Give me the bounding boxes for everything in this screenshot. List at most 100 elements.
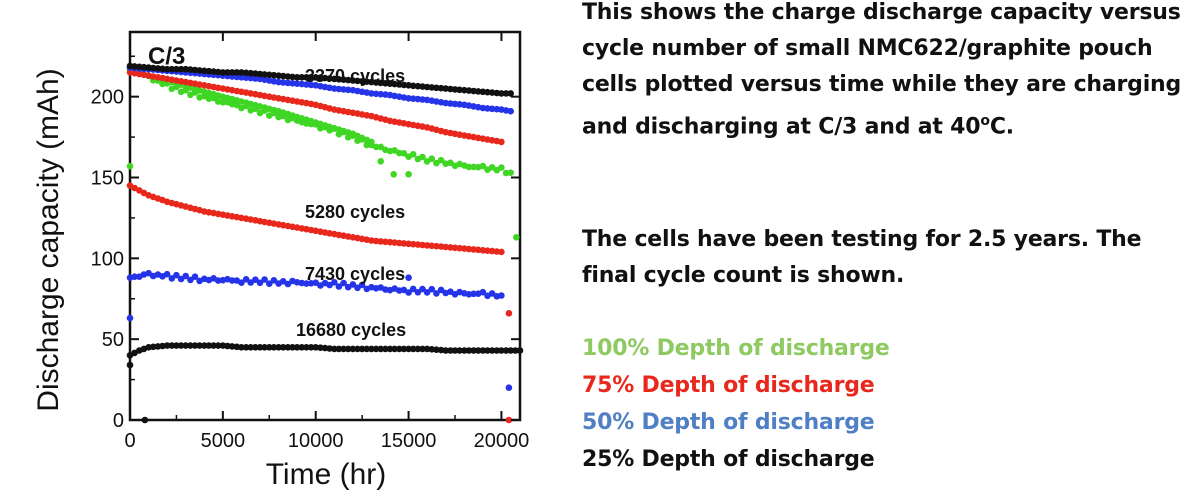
outlier-point [141, 416, 149, 424]
data-point [214, 342, 222, 349]
data-point [465, 347, 473, 354]
data-point [377, 345, 385, 353]
series-layer [126, 62, 524, 424]
outlier-point [377, 158, 385, 165]
cycles-label-50: 7430 cycles [305, 264, 405, 284]
plot-frame [128, 30, 522, 422]
data-point [256, 344, 264, 351]
data-point [456, 347, 463, 354]
data-point [340, 279, 347, 287]
y-tick-label: 50 [102, 329, 124, 351]
x-tick-label: 10000 [288, 430, 344, 452]
cycles-label-25: 16680 cycles [296, 320, 406, 340]
data-point [516, 347, 524, 354]
outlier-point [505, 416, 513, 424]
legend-50-dod: 50% Depth of discharge [582, 410, 875, 435]
series-6 [126, 269, 505, 300]
data-point [228, 69, 236, 76]
data-point [479, 347, 487, 354]
data-point [233, 69, 241, 76]
data-point [363, 345, 371, 353]
data-point [465, 163, 473, 171]
data-point [349, 345, 357, 353]
x-axis-title: Time (hr) [266, 458, 387, 491]
data-point [228, 277, 236, 284]
data-point [479, 288, 487, 296]
data-point [396, 345, 403, 353]
data-point [498, 164, 505, 171]
data-point [488, 347, 496, 354]
data-point [168, 342, 176, 349]
data-point [205, 342, 213, 349]
data-point [498, 90, 505, 97]
data-point [335, 283, 343, 290]
series-0 [126, 65, 514, 177]
outlier-point [405, 171, 412, 178]
data-point [224, 69, 231, 76]
data-point [372, 143, 380, 151]
data-point [386, 345, 394, 353]
data-point [219, 69, 227, 76]
data-point [409, 345, 417, 353]
data-point [177, 65, 185, 73]
data-point [279, 344, 287, 351]
data-point [405, 289, 412, 296]
data-point [507, 347, 514, 354]
data-point [163, 342, 171, 349]
y-tick-label: 150 [91, 168, 124, 190]
data-point [358, 345, 366, 353]
data-point [219, 99, 227, 106]
data-point [247, 344, 254, 351]
data-point [331, 345, 338, 353]
panel-label: C/3 [148, 43, 185, 70]
data-point [187, 342, 194, 349]
data-point [358, 281, 366, 289]
data-point [303, 280, 310, 287]
data-point [414, 289, 422, 296]
data-point [275, 344, 282, 351]
data-point [470, 290, 477, 298]
data-point [182, 342, 189, 349]
data-point [461, 347, 468, 354]
cycles-label-25-upper: 3370 cycles [305, 66, 405, 86]
data-point [196, 342, 203, 349]
data-point [256, 279, 264, 287]
data-point [242, 344, 250, 351]
data-point [307, 344, 315, 351]
data-point [173, 271, 180, 279]
y-axis-title: Discharge capacity (mAh) [32, 68, 65, 411]
x-tick-label: 0 [124, 430, 135, 452]
data-point [303, 74, 310, 81]
data-point [382, 345, 389, 353]
data-point [474, 347, 482, 354]
data-point [419, 153, 426, 161]
outlier-point [126, 314, 134, 322]
data-point [498, 138, 505, 146]
y-tick-label: 100 [91, 248, 124, 270]
series-4 [126, 62, 514, 97]
data-point [187, 276, 194, 284]
data-point [498, 347, 505, 354]
series-2 [126, 69, 505, 146]
data-point [168, 65, 176, 73]
description-paragraph-2: The cells have been testing for 2.5 year… [582, 227, 1142, 288]
data-point [433, 159, 440, 167]
data-point [307, 74, 315, 81]
data-point [493, 347, 501, 354]
data-point [368, 345, 375, 353]
outlier-point [390, 171, 398, 178]
y-tick-label: 200 [91, 87, 124, 109]
description-paragraph-1: This shows the charge discharge capacity… [582, 0, 1182, 145]
data-point [238, 279, 245, 287]
data-point [442, 347, 450, 354]
data-point [507, 169, 514, 176]
data-point [335, 345, 343, 353]
data-point [131, 273, 138, 281]
outlier-point [126, 162, 134, 170]
description-text-1-end: C. [989, 114, 1014, 140]
outlier-point [513, 234, 520, 241]
data-point [163, 270, 171, 278]
data-point [409, 285, 417, 293]
data-point [298, 74, 306, 81]
data-point [470, 347, 477, 354]
